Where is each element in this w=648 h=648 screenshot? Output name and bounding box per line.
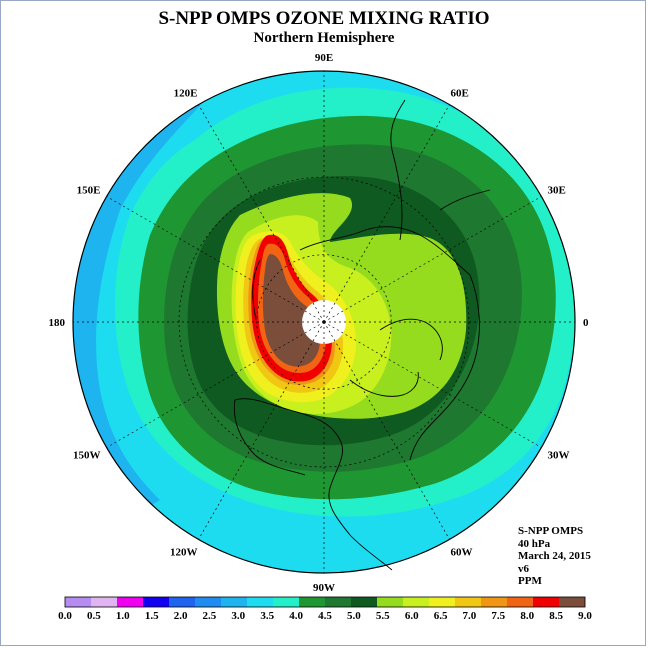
colorbar-swatch: [351, 597, 378, 607]
colorbar: 0.0 0.5 1.0 1.5 2.0 2.5 3.0 3.5 4.0 4.5 5.0 5.5 6.0 6…: [58, 596, 592, 622]
colorbar-tick-label: 6.0: [405, 610, 419, 622]
colorbar-tick-label: 8.0: [520, 610, 534, 622]
map-border: [72, 70, 576, 574]
meridian-line: [323, 196, 542, 323]
colorbar-tick-label: 4.5: [318, 610, 332, 622]
longitude-label: 120W: [170, 547, 198, 559]
longitude-label: 30W: [548, 450, 570, 462]
meridian-line: [106, 196, 325, 323]
colorbar-swatch: [481, 597, 508, 607]
longitude-label: 60W: [451, 547, 473, 559]
colorbar-tick-label: 0.0: [58, 610, 72, 622]
colorbar-swatch: [403, 597, 430, 607]
colorbar-swatch: [247, 597, 274, 607]
colorbar-swatch: [377, 597, 404, 607]
info-level: 40 hPa: [518, 537, 551, 550]
info-instrument: S-NPP OMPS: [518, 525, 584, 537]
colorbar-tick-label: 2.0: [174, 610, 188, 622]
colorbar-swatch: [195, 597, 222, 607]
meridian-line: [198, 321, 325, 540]
latitude-circle: [256, 254, 392, 390]
colorbar-tick-label: 8.5: [549, 610, 563, 622]
map-subtitle: Northern Hemisphere: [253, 30, 395, 46]
colorbar-swatch: [221, 597, 248, 607]
longitude-label: 0: [583, 317, 589, 329]
longitude-labels: 90E 60E 30E 0 30W 60W 90W 120W 150W 180 150E 120E: [49, 52, 590, 594]
longitude-label: 180: [49, 317, 66, 329]
colorbar-swatch: [117, 597, 144, 607]
colorbar-tick-label: 0.5: [87, 610, 101, 622]
meridian-line: [106, 321, 325, 448]
colorbar-swatch: [507, 597, 534, 607]
colorbar-swatch: [65, 597, 92, 607]
colorbar-tick-label: 5.0: [347, 610, 361, 622]
colorbar-swatch: [559, 597, 586, 607]
band-above-9.0: [262, 254, 321, 367]
colorbar-swatch: [429, 597, 456, 607]
colorbar-swatch: [273, 597, 300, 607]
map-title: S-NPP OMPS OZONE MIXING RATIO: [158, 8, 490, 29]
colorbar-tick-label: 3.0: [231, 610, 245, 622]
colorbar-swatch: [299, 597, 326, 607]
meridian-line: [323, 321, 542, 448]
colorbar-tick-label: 7.0: [463, 610, 477, 622]
info-block: S-NPP OMPS 40 hPa March 24, 2015 v6 PPM: [518, 525, 591, 588]
latitude-circle: [178, 176, 470, 468]
colorbar-swatch: [91, 597, 118, 607]
ozone-contour-fill: [73, 71, 575, 573]
info-version: v6: [518, 562, 529, 575]
colorbar-tick-label: 7.5: [491, 610, 505, 622]
longitude-label: 30E: [548, 185, 566, 197]
colorbar-swatch: [325, 597, 352, 607]
colorbar-swatch: [143, 597, 170, 607]
colorbar-tick-label: 6.5: [434, 610, 448, 622]
graticule-lines: [73, 71, 575, 573]
colorbar-swatch: [169, 597, 196, 607]
colorbar-tick-label: 1.5: [145, 610, 159, 622]
longitude-label: 90E: [315, 52, 333, 64]
colorbar-tick-label: 2.5: [203, 610, 217, 622]
coastlines: [233, 99, 491, 571]
meridian-line: [323, 104, 450, 323]
longitude-label: 90W: [313, 582, 335, 594]
pole-data-gap: [302, 300, 346, 344]
colorbar-tick-label: 9.0: [578, 610, 592, 622]
colorbar-tick-label: 1.0: [116, 610, 130, 622]
longitude-label: 120E: [174, 88, 198, 100]
colorbar-tick-label: 3.5: [260, 610, 274, 622]
colorbar-swatch: [455, 597, 482, 607]
colorbar-swatch: [533, 597, 560, 607]
longitude-label: 60E: [451, 88, 469, 100]
longitude-label: 150W: [73, 450, 101, 462]
info-date: March 24, 2015: [518, 550, 591, 562]
colorbar-tick-label: 5.5: [376, 610, 390, 622]
meridian-line: [198, 104, 325, 323]
longitude-label: 150E: [77, 185, 101, 197]
colorbar-outline: [64, 596, 586, 608]
info-units: PPM: [518, 575, 542, 587]
meridian-line: [323, 321, 450, 540]
colorbar-tick-label: 4.0: [289, 610, 303, 622]
